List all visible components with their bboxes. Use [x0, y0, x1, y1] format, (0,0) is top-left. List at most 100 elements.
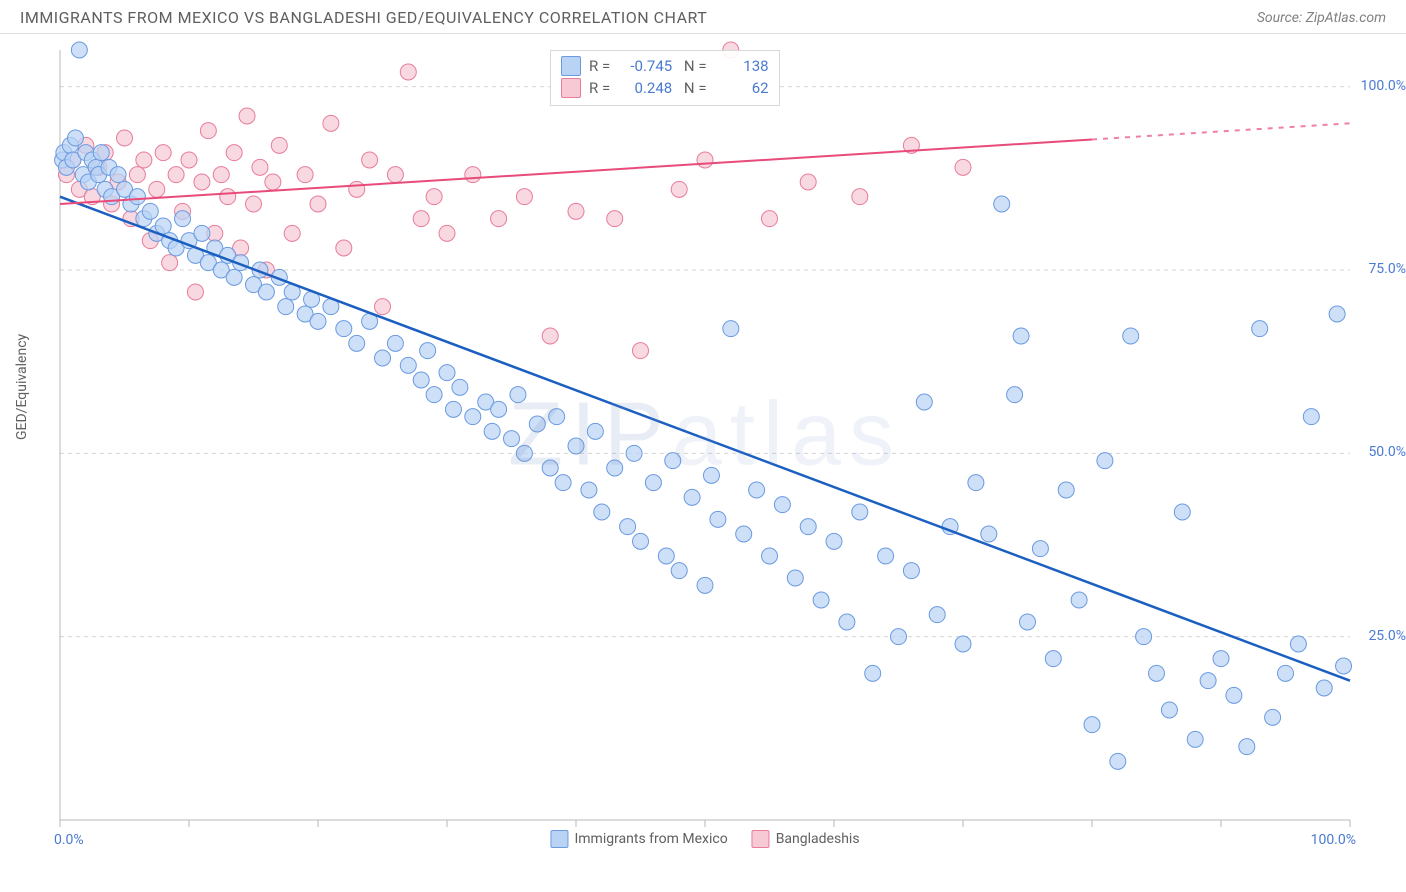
data-point: [220, 189, 236, 205]
data-point: [800, 174, 816, 190]
data-point: [916, 394, 932, 410]
data-point: [239, 108, 255, 124]
data-point: [194, 225, 210, 241]
data-point: [645, 475, 661, 491]
data-point: [129, 189, 145, 205]
y-tick-label: 50.0%: [1351, 444, 1406, 460]
chart-title: IMMIGRANTS FROM MEXICO VS BANGLADESHI GE…: [20, 8, 707, 27]
data-point: [607, 211, 623, 227]
data-point: [981, 526, 997, 542]
data-point: [581, 482, 597, 498]
chart-svg: [60, 50, 1350, 820]
data-point: [671, 181, 687, 197]
x-tick-min: 0.0%: [54, 832, 84, 848]
data-point: [155, 218, 171, 234]
legend-label-mexico: Immigrants from Mexico: [574, 831, 727, 847]
data-point: [168, 167, 184, 183]
data-point: [387, 167, 403, 183]
data-point: [1329, 306, 1345, 322]
data-point: [516, 189, 532, 205]
data-point: [413, 211, 429, 227]
data-point: [736, 526, 752, 542]
data-point: [336, 240, 352, 256]
data-point: [865, 665, 881, 681]
data-point: [697, 577, 713, 593]
data-point: [510, 387, 526, 403]
data-point: [800, 519, 816, 535]
data-point: [1020, 614, 1036, 630]
data-point: [684, 489, 700, 505]
stat-n-bangladeshi: 62: [715, 77, 769, 99]
data-point: [955, 636, 971, 652]
data-point: [110, 167, 126, 183]
data-point: [555, 475, 571, 491]
data-point: [1252, 321, 1268, 337]
data-point: [1265, 709, 1281, 725]
data-point: [465, 409, 481, 425]
data-point: [452, 379, 468, 395]
legend: Immigrants from Mexico Bangladeshis: [550, 830, 859, 848]
data-point: [607, 460, 623, 476]
data-point: [252, 159, 268, 175]
data-point: [484, 423, 500, 439]
data-point: [826, 533, 842, 549]
y-tick-label: 75.0%: [1351, 261, 1406, 277]
data-point: [1200, 673, 1216, 689]
data-point: [349, 181, 365, 197]
data-point: [226, 145, 242, 161]
data-point: [362, 152, 378, 168]
data-point: [323, 115, 339, 131]
data-point: [310, 313, 326, 329]
data-point: [1045, 651, 1061, 667]
data-point: [258, 284, 274, 300]
data-point: [465, 167, 481, 183]
data-point: [594, 504, 610, 520]
data-point: [149, 181, 165, 197]
swatch-bangladeshi: [561, 78, 581, 98]
data-point: [336, 321, 352, 337]
data-point: [1161, 702, 1177, 718]
data-point: [587, 423, 603, 439]
data-point: [1123, 328, 1139, 344]
data-point: [136, 152, 152, 168]
data-point: [175, 211, 191, 227]
data-point: [549, 409, 565, 425]
data-point: [439, 365, 455, 381]
data-point: [400, 64, 416, 80]
stats-row-bangladeshi: R = 0.248 N = 62: [561, 77, 769, 99]
data-point: [1110, 753, 1126, 769]
data-point: [1316, 680, 1332, 696]
data-point: [1136, 629, 1152, 645]
data-point: [1007, 387, 1023, 403]
data-point: [310, 196, 326, 212]
data-point: [813, 592, 829, 608]
data-point: [1239, 739, 1255, 755]
source-attribution: Source: ZipAtlas.com: [1257, 10, 1386, 26]
data-point: [375, 299, 391, 315]
legend-swatch-bangladeshi: [752, 830, 770, 848]
data-point: [1226, 687, 1242, 703]
data-point: [265, 174, 281, 190]
y-tick-label: 25.0%: [1351, 628, 1406, 644]
data-point: [226, 269, 242, 285]
data-point: [375, 350, 391, 366]
data-point: [284, 225, 300, 241]
data-point: [1278, 665, 1294, 681]
data-point: [633, 343, 649, 359]
data-point: [1290, 636, 1306, 652]
x-tick-max: 100.0%: [1311, 832, 1356, 848]
data-point: [903, 563, 919, 579]
data-point: [723, 321, 739, 337]
data-point: [749, 482, 765, 498]
data-point: [968, 475, 984, 491]
data-point: [626, 445, 642, 461]
data-point: [1013, 328, 1029, 344]
data-point: [129, 167, 145, 183]
data-point: [516, 445, 532, 461]
stat-n-mexico: 138: [715, 55, 769, 77]
legend-label-bangladeshi: Bangladeshis: [776, 831, 860, 847]
data-point: [1084, 717, 1100, 733]
data-point: [142, 203, 158, 219]
data-point: [852, 189, 868, 205]
data-point: [278, 299, 294, 315]
